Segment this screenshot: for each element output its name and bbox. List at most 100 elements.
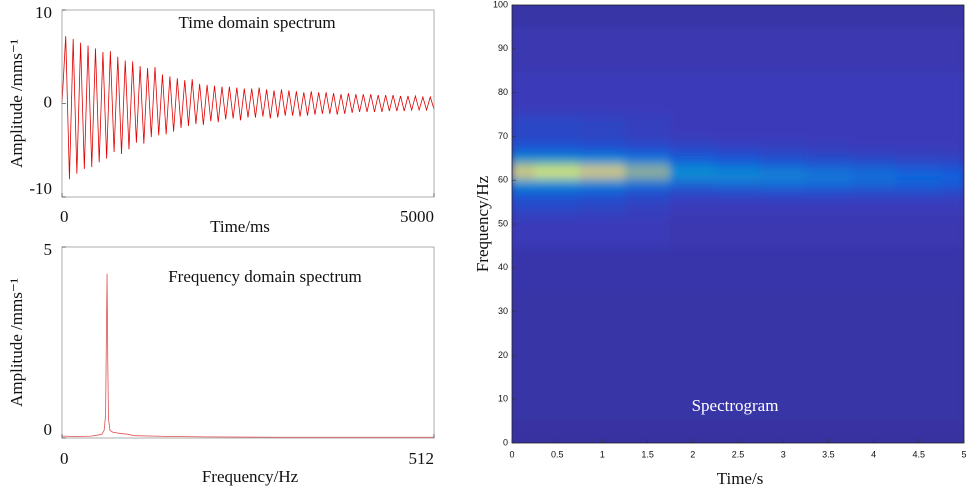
heatmap-cell [805, 166, 852, 177]
heatmap-cell [760, 201, 807, 216]
heatmap-cell [669, 26, 716, 72]
heatmap-cell [805, 149, 852, 159]
heatmap-cell [714, 140, 762, 151]
heatmap-cell [714, 214, 762, 247]
heatmap-cell [512, 157, 536, 168]
heatmap-cell [805, 420, 852, 443]
heatmap-cell [805, 333, 852, 378]
heatmap-cell [940, 157, 964, 168]
heatmap-cell [805, 26, 852, 72]
heatmap-cell [534, 114, 581, 142]
heatmap-cell [624, 26, 671, 72]
heatmap-cell [669, 140, 716, 151]
x-tick-label: 1 [600, 449, 605, 459]
y-tick-label: 60 [498, 175, 508, 185]
heatmap-cell [850, 26, 897, 72]
y-tick-label: 50 [498, 218, 508, 228]
heatmap-cell [895, 149, 942, 159]
x-tick-label: 0 [60, 207, 69, 226]
heatmap-cell [760, 175, 807, 186]
heatmap-cell [714, 289, 762, 334]
heatmap-cell [624, 192, 671, 203]
heatmap-cell [512, 376, 536, 422]
chart-title: Time domain spectrum [178, 13, 335, 32]
heatmap-cell [512, 420, 536, 443]
heatmap-cell [512, 333, 536, 378]
heatmap-cell [805, 245, 852, 291]
heatmap-cell [714, 26, 762, 72]
heatmap-cell [579, 26, 626, 72]
heatmap-cell [512, 192, 536, 203]
heatmap-cell [714, 184, 762, 194]
heatmap-cell [579, 333, 626, 378]
heatmap-cell [760, 376, 807, 422]
heatmap-cell [850, 70, 897, 115]
heatmap-cell [714, 5, 762, 28]
x-axis-label: Time/ms [210, 217, 270, 236]
heatmap-cell [940, 175, 964, 186]
x-tick-label: 4.5 [913, 449, 926, 459]
y-tick-label: 80 [498, 87, 508, 97]
heatmap-cell [534, 333, 581, 378]
heatmap-cell [579, 214, 626, 247]
heatmap-cell [895, 376, 942, 422]
y-tick-label: 10 [498, 394, 508, 404]
y-axis-label: Amplitude /mms⁻¹ [7, 278, 26, 407]
x-tick-label: 2 [690, 449, 695, 459]
heatmap-cell [714, 245, 762, 291]
heatmap-cell [669, 5, 716, 28]
heatmap-cell [512, 201, 536, 216]
heatmap-cell [760, 26, 807, 72]
y-tick-label: 90 [498, 43, 508, 53]
heatmap-cell [850, 245, 897, 291]
heatmap-cell [579, 166, 626, 177]
y-axis-label: Frequency/Hz [473, 175, 492, 272]
heatmap-cell [534, 149, 581, 159]
heatmap-cell [895, 201, 942, 216]
heatmap-cell [805, 157, 852, 168]
heatmap-cell [760, 333, 807, 378]
line [61, 273, 434, 438]
heatmap-cell [512, 166, 536, 177]
y-tick-label: 0 [44, 92, 53, 111]
heatmap-cell [940, 149, 964, 159]
heatmap-cell [534, 420, 581, 443]
plot-frame [61, 9, 435, 198]
heatmap-cell [895, 289, 942, 334]
heatmap-cell [714, 192, 762, 203]
heatmap-cell [940, 201, 964, 216]
heatmap-cell [669, 114, 716, 142]
heatmap-cell [850, 140, 897, 151]
heatmap-cell [940, 70, 964, 115]
x-tick-label: 0 [509, 449, 514, 459]
heatmap-cell [805, 5, 852, 28]
heatmap-cell [850, 376, 897, 422]
heatmap-cell [624, 175, 671, 186]
y-tick-label: 30 [498, 306, 508, 316]
heatmap-cell [760, 192, 807, 203]
heatmap-cell [579, 140, 626, 151]
heatmap-cell [805, 184, 852, 194]
heatmap-cell [624, 5, 671, 28]
heatmap-cell [534, 175, 581, 186]
heatmap-cell [534, 289, 581, 334]
heatmap-cell [850, 114, 897, 142]
heatmap-cell [534, 70, 581, 115]
heatmap-cell [895, 166, 942, 177]
heatmap-cell [850, 5, 897, 28]
heatmap-cell [624, 140, 671, 151]
heatmap-cell [805, 175, 852, 186]
heatmap-cell [805, 140, 852, 151]
heatmap-cell [760, 157, 807, 168]
heatmap-cell [940, 166, 964, 177]
heatmap-cell [714, 157, 762, 168]
x-tick-label: 4 [871, 449, 876, 459]
y-tick-label: 0 [44, 420, 53, 439]
heatmap-cell [669, 289, 716, 334]
heatmap-cell [534, 140, 581, 151]
heatmap-cell [895, 245, 942, 291]
heatmap-cell [624, 166, 671, 177]
heatmap-cell [895, 140, 942, 151]
heatmap-cell [940, 289, 964, 334]
